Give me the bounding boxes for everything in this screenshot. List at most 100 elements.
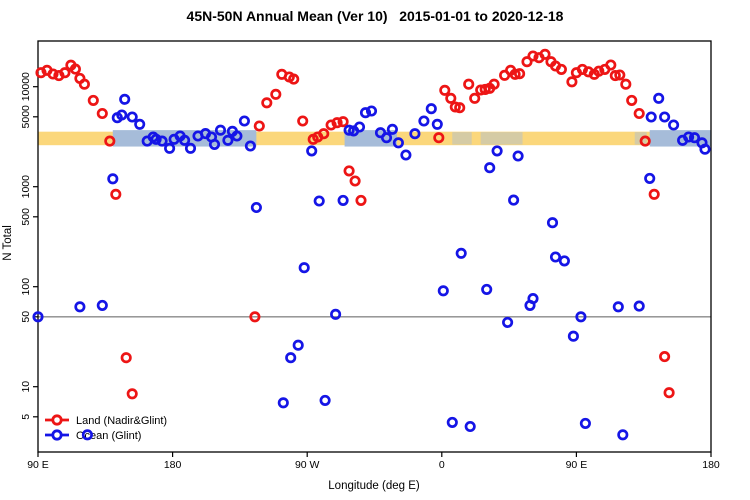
data-point-ocean [32, 311, 44, 323]
data-point-land [318, 128, 330, 140]
data-point-land [527, 50, 539, 62]
data-point-ocean [688, 132, 701, 144]
data-point-ocean [285, 352, 297, 364]
x-tick-label: 90 E [566, 459, 588, 471]
data-point-ocean [231, 130, 243, 142]
data-point-land [555, 63, 567, 75]
data-point-land [593, 65, 605, 77]
data-point-land [69, 63, 81, 75]
data-point-ocean [353, 121, 366, 133]
data-point-ocean [491, 145, 503, 157]
data-point-ocean [179, 134, 191, 146]
data-point-land [539, 48, 551, 60]
data-point-land [110, 188, 122, 200]
data-point-land [47, 68, 59, 80]
data-point-ocean [612, 301, 624, 313]
data-point-ocean [277, 397, 289, 409]
legend-marker [51, 414, 63, 426]
data-point-ocean [633, 300, 645, 312]
data-point-land [620, 78, 632, 90]
data-point-ocean [116, 109, 128, 121]
data-point-ocean [184, 142, 197, 154]
data-point-ocean [164, 142, 176, 154]
data-point-ocean [437, 285, 449, 297]
data-point-ocean [365, 105, 378, 117]
chart-title: 45N-50N Annual Mean (Ver 10) 2015-01-01 … [186, 8, 564, 24]
y-tick-label: 10 [20, 381, 32, 393]
data-point-ocean [502, 316, 514, 328]
data-point-ocean [683, 131, 695, 143]
data-point-ocean [150, 133, 162, 145]
data-point-land [614, 69, 626, 81]
data-point-land [509, 68, 521, 80]
data-point-land [35, 67, 47, 79]
data-point-ocean [107, 173, 119, 185]
data-point-ocean [156, 135, 168, 147]
data-point-ocean [549, 251, 562, 263]
data-point-land [463, 78, 475, 90]
data-point-land [566, 76, 578, 88]
data-point-land [521, 56, 533, 68]
data-point-land [270, 88, 282, 100]
data-point-ocean [343, 124, 355, 136]
data-point-ocean [508, 194, 520, 206]
data-point-ocean [74, 301, 86, 313]
data-point-land [249, 311, 261, 323]
data-point-land [605, 59, 617, 71]
data-point-land [433, 132, 445, 144]
data-point-ocean [313, 195, 325, 207]
y-tick-label: 10000 [20, 72, 32, 101]
data-point-land [253, 120, 265, 132]
data-point-ocean [425, 103, 437, 115]
data-point-land [488, 78, 500, 90]
x-tick-label: 180 [164, 459, 182, 471]
data-point-land [59, 67, 71, 79]
data-point-land [104, 135, 116, 147]
data-point-land [663, 387, 675, 399]
blue-reference-band-faint-segment [452, 132, 472, 145]
data-point-ocean [617, 429, 629, 441]
axes: 90 E 180 90 W 0 90 E 180 5 10 50 100 500 1000 5000 10… [20, 40, 720, 471]
legend-label: Land (Nadir&Glint) [76, 415, 167, 427]
data-point-ocean [392, 137, 404, 149]
data-point-land [349, 175, 361, 187]
data-point-land [454, 102, 466, 114]
data-point-land [126, 388, 138, 400]
data-point-ocean [484, 162, 496, 174]
y-tick-label: 50 [20, 311, 32, 323]
data-point-land [626, 94, 638, 106]
y-tick-label: 500 [20, 208, 32, 226]
data-point-land [648, 188, 660, 200]
data-point-ocean [653, 92, 665, 104]
data-point-land [576, 63, 588, 75]
data-point-ocean [699, 143, 711, 155]
data-point-land [78, 78, 90, 90]
data-point-land [639, 135, 651, 147]
data-point-ocean [455, 247, 467, 259]
data-point-ocean [359, 107, 372, 119]
data-point-ocean [244, 140, 256, 152]
data-point-land [96, 107, 108, 120]
data-point-ocean [126, 111, 138, 123]
data-point-ocean [306, 145, 318, 157]
data-point-ocean [659, 111, 671, 123]
reference-bands [38, 130, 711, 147]
data-point-ocean [134, 118, 146, 130]
data-point-land [325, 119, 337, 131]
data-point-ocean [250, 201, 262, 214]
x-axis-label: Longitude (deg E) [328, 480, 420, 492]
data-point-land [120, 352, 132, 364]
data-point-ocean [644, 172, 656, 184]
data-point-ocean [464, 420, 476, 433]
data-point-land [445, 92, 457, 104]
x-tick-label: 90 E [27, 459, 49, 471]
data-point-ocean [337, 194, 349, 206]
data-point-ocean [645, 111, 657, 123]
data-point-land [439, 84, 451, 96]
data-point-ocean [409, 128, 421, 140]
data-point-ocean [481, 283, 493, 295]
data-point-ocean [446, 416, 458, 428]
data-point-ocean [208, 138, 221, 150]
